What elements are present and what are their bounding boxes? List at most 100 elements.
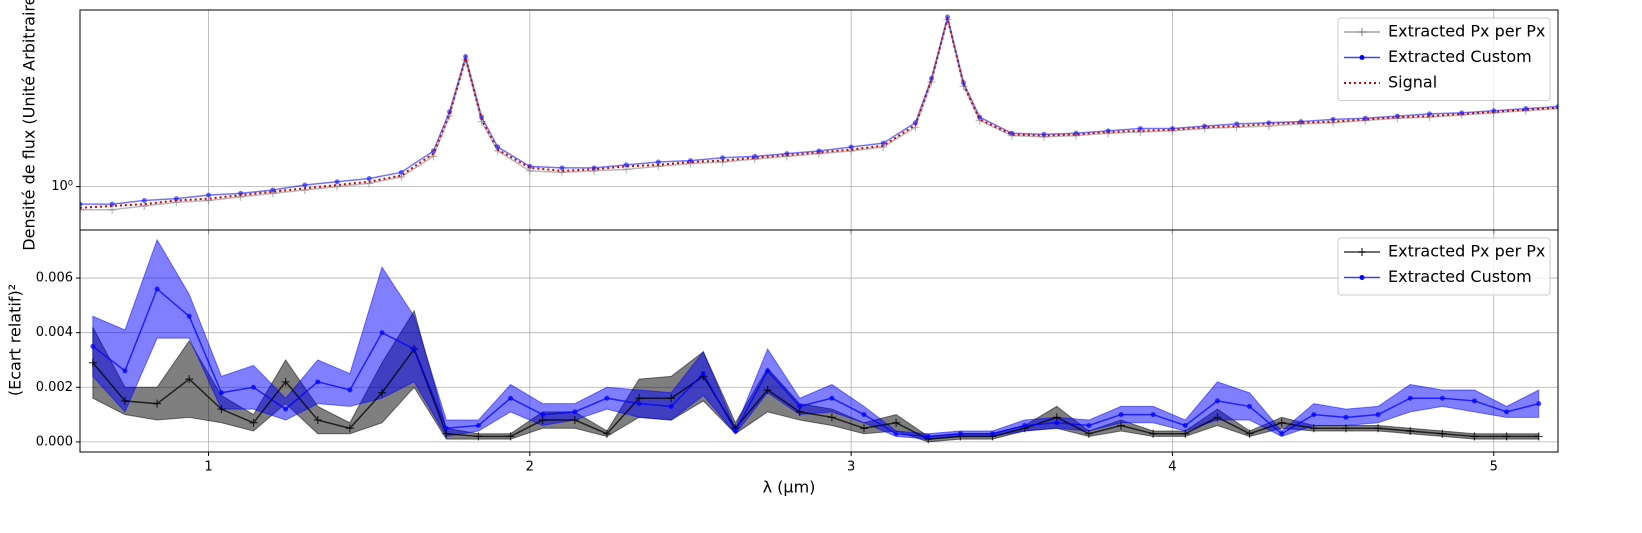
y-tick-label: 0.004 <box>36 325 73 340</box>
data-point <box>508 395 514 401</box>
legend-label: Signal <box>1388 73 1437 92</box>
data-point <box>1439 395 1445 401</box>
data-point <box>90 343 96 349</box>
y-tick-label: 0.006 <box>36 271 73 286</box>
data-point <box>990 431 996 437</box>
data-point <box>442 429 451 438</box>
data-point <box>861 412 867 418</box>
data-point <box>204 196 213 205</box>
data-point <box>108 205 117 214</box>
x-tick-label: 4 <box>1168 460 1176 475</box>
data-point <box>315 379 321 385</box>
data-point <box>88 358 97 367</box>
data-point <box>186 313 192 319</box>
data-point <box>1471 398 1477 404</box>
x-axis-label: λ (µm) <box>763 478 816 497</box>
legend-box <box>1337 17 1551 101</box>
data-point <box>1052 413 1061 422</box>
legend-marker <box>1359 55 1365 60</box>
data-point <box>893 431 899 437</box>
data-point <box>1406 426 1415 435</box>
data-point <box>827 413 836 422</box>
data-point <box>1502 432 1511 441</box>
data-point <box>140 201 149 210</box>
data-point <box>635 394 644 403</box>
plot-area <box>80 14 1558 214</box>
data-point <box>217 405 226 414</box>
data-point <box>667 394 676 403</box>
data-point <box>1311 412 1317 418</box>
data-point <box>1149 429 1158 438</box>
data-point <box>720 155 726 161</box>
x-tick-label: 1 <box>204 460 212 475</box>
y-tick-label: 0.000 <box>36 434 73 449</box>
data-point <box>1341 424 1350 433</box>
data-point <box>1375 412 1381 418</box>
data-point <box>687 158 693 164</box>
data-point <box>347 387 353 393</box>
x-tick-label: 2 <box>526 460 534 475</box>
data-point <box>1084 429 1093 438</box>
data-point <box>1534 432 1543 441</box>
data-point <box>313 416 322 425</box>
series-line <box>92 347 1539 440</box>
data-point <box>538 416 547 425</box>
data-point <box>1309 424 1318 433</box>
data-point <box>475 423 481 429</box>
data-point <box>1279 431 1285 437</box>
data-point <box>1213 413 1222 422</box>
series-line <box>80 16 1558 205</box>
data-point <box>366 176 372 182</box>
data-point <box>283 406 289 412</box>
data-point <box>80 205 84 214</box>
data-point <box>334 179 340 185</box>
data-point <box>795 407 804 416</box>
data-point <box>602 429 611 438</box>
y-axis-label: (Ecart relatif)² <box>6 284 25 396</box>
data-point <box>925 433 931 439</box>
data-point <box>153 399 162 408</box>
plot-area <box>88 238 1543 444</box>
data-point <box>1407 395 1413 401</box>
data-point <box>218 390 224 396</box>
series-line <box>80 19 1558 211</box>
data-point <box>604 395 610 401</box>
data-point <box>763 386 772 395</box>
y-axis-label: Densité de flux (Unité Arbitraire) <box>20 0 39 251</box>
legend-marker <box>1358 28 1366 36</box>
data-point <box>1247 403 1253 409</box>
error-band <box>92 238 1540 440</box>
data-point <box>141 197 147 203</box>
y-tick-label: 10⁰ <box>51 179 73 194</box>
data-point <box>1086 423 1092 429</box>
data-point <box>185 375 194 384</box>
data-point <box>1504 409 1510 415</box>
data-point <box>1181 429 1190 438</box>
data-point <box>1117 421 1126 430</box>
series-line <box>92 287 1539 438</box>
data-point <box>1022 423 1028 429</box>
data-point <box>378 388 387 397</box>
data-point <box>572 409 578 415</box>
data-point <box>1041 131 1047 137</box>
data-point <box>345 424 354 433</box>
data-point <box>1374 424 1383 433</box>
data-point <box>1298 119 1304 125</box>
legend-label: Extracted Px per Px <box>1388 242 1545 261</box>
data-point <box>474 432 483 441</box>
legend-marker <box>1359 275 1365 280</box>
x-tick-label: 3 <box>847 460 855 475</box>
data-point <box>1470 432 1479 441</box>
data-point <box>120 396 129 405</box>
legend-label: Extracted Px per Px <box>1388 22 1545 41</box>
legend: Extracted Px per Px Extracted Custom <box>1337 237 1551 296</box>
data-point <box>1182 423 1188 429</box>
legend-box <box>1337 237 1551 296</box>
legend-marker <box>1358 248 1366 256</box>
data-point <box>700 371 706 377</box>
data-point <box>154 286 160 292</box>
data-point <box>281 377 290 386</box>
data-point <box>411 346 417 352</box>
data-point <box>945 14 951 20</box>
data-point <box>270 187 276 193</box>
